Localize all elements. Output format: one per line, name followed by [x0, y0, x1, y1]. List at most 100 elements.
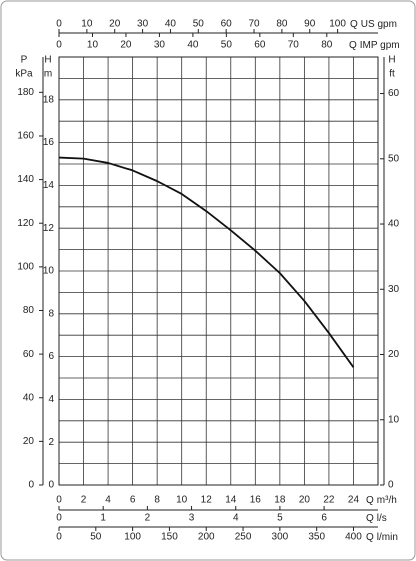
axis-label: Q IMP gpm [349, 40, 400, 51]
tick-label: 5 [277, 513, 283, 524]
y-tick-label: 12 [43, 223, 55, 234]
tick-label: 30 [154, 40, 166, 51]
y-tick-label: 18 [43, 94, 55, 105]
y-tick-label: 16 [43, 137, 55, 148]
tick-label: 60 [388, 88, 400, 99]
plot-border [58, 56, 379, 486]
tick-label: 100 [329, 19, 346, 30]
axis-unit: ft [389, 69, 395, 80]
x-tick-label: 0 [56, 495, 62, 506]
x-tick-label: 8 [154, 495, 160, 506]
axis-label-name: Q [366, 495, 374, 506]
axis-unit: kPa [15, 69, 33, 80]
y-tick-label: 14 [43, 180, 55, 191]
y-tick-label: 4 [48, 394, 54, 405]
axis-label-name: Q [350, 19, 358, 30]
tick-label: 0 [388, 480, 394, 491]
tick-label: 160 [17, 131, 34, 142]
axis-label: P [21, 55, 28, 66]
tick-label: 1 [100, 513, 106, 524]
tick-label: 50 [90, 532, 102, 543]
tick-label: 50 [388, 153, 400, 164]
tick-label: 120 [17, 218, 34, 229]
tick-label: 40 [388, 219, 400, 230]
tick-label: 100 [17, 261, 34, 272]
x-tick-label: 14 [225, 495, 237, 506]
tick-label: 80 [321, 40, 333, 51]
x-tick-label: 2 [81, 495, 87, 506]
pump-curve [58, 156, 355, 368]
tick-label: 100 [124, 532, 141, 543]
tick-label: 150 [161, 532, 178, 543]
x-tick-label: 12 [201, 495, 213, 506]
tick-label: 60 [23, 349, 35, 360]
tick-label: 0 [56, 532, 62, 543]
x-tick-label: 20 [299, 495, 311, 506]
x-tick-label: 22 [323, 495, 335, 506]
tick-label: 70 [248, 19, 260, 30]
tick-label: 300 [272, 532, 289, 543]
tick-label: 20 [23, 436, 35, 447]
y-tick-label: 10 [43, 266, 55, 277]
tick-label: 40 [165, 19, 177, 30]
tick-label: 0 [56, 19, 62, 30]
tick-label: 2 [145, 513, 151, 524]
tick-label: 400 [345, 532, 362, 543]
tick-label: 30 [137, 19, 149, 30]
axis-label-unit: l/min [377, 532, 398, 543]
y-tick-label: 8 [48, 308, 54, 319]
tick-label: 3 [189, 513, 195, 524]
tick-label: 90 [304, 19, 316, 30]
x-tick-label: 16 [250, 495, 262, 506]
tick-label: 140 [17, 174, 34, 185]
tick-label: 350 [308, 532, 325, 543]
tick-label: 60 [221, 19, 233, 30]
x-tick-label: 6 [130, 495, 136, 506]
axis-label-unit: m³/h [377, 495, 397, 506]
axis-label-name: Q [366, 532, 374, 543]
tick-label: 40 [187, 40, 199, 51]
tick-label: 4 [233, 513, 239, 524]
axis-label-unit: IMP gpm [360, 40, 400, 51]
y-tick-label: 2 [48, 437, 54, 448]
tick-label: 60 [254, 40, 266, 51]
x-tick-label: 18 [274, 495, 286, 506]
tick-label: 80 [276, 19, 288, 30]
tick-label: 0 [56, 513, 62, 524]
y-axis-unit: m [44, 69, 52, 80]
x-tick-label: 4 [105, 495, 111, 506]
axis-label-name: Q [349, 40, 357, 51]
x-tick-label: 24 [348, 495, 360, 506]
tick-label: 6 [321, 513, 327, 524]
tick-label: 80 [23, 305, 35, 316]
tick-label: 50 [193, 19, 205, 30]
y-tick-label: 0 [48, 480, 54, 491]
axis-label: H [388, 55, 395, 66]
y-axis-label: H [44, 55, 51, 66]
y-tick-label: 6 [48, 351, 54, 362]
tick-label: 50 [221, 40, 233, 51]
tick-label: 0 [56, 40, 62, 51]
tick-label: 40 [23, 392, 35, 403]
tick-label: 20 [109, 19, 121, 30]
tick-label: 250 [235, 532, 252, 543]
tick-label: 70 [288, 40, 300, 51]
axis-label: Q US gpm [350, 19, 397, 30]
tick-label: 10 [81, 19, 93, 30]
tick-label: 20 [388, 349, 400, 360]
tick-label: 180 [17, 87, 34, 98]
x-tick-label: 10 [176, 495, 188, 506]
tick-label: 10 [388, 414, 400, 425]
axis-label-name: Q [366, 513, 374, 524]
tick-label: 200 [198, 532, 215, 543]
axis-label-unit: US gpm [361, 19, 397, 30]
axis-label-unit: l/s [377, 513, 387, 524]
tick-label: 20 [120, 40, 132, 51]
tick-label: 0 [28, 480, 34, 491]
tick-label: 10 [87, 40, 99, 51]
tick-label: 30 [388, 284, 400, 295]
